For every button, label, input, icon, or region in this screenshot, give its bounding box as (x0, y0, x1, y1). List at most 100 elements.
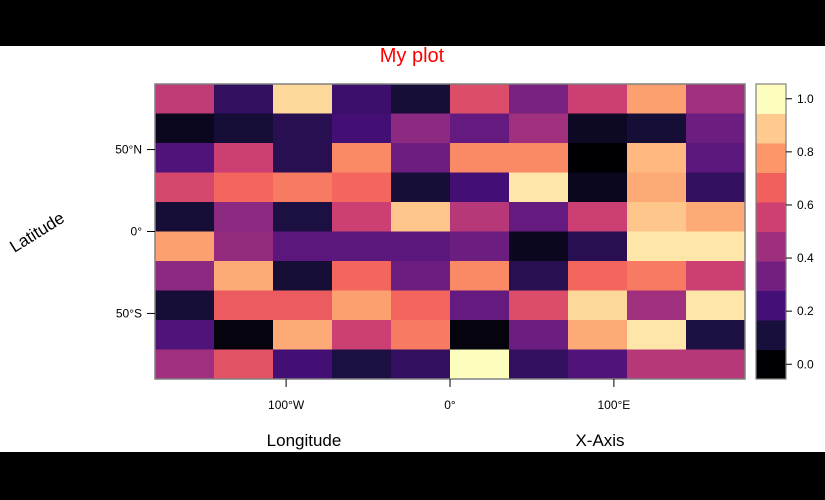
heatmap-cell (391, 84, 451, 114)
heatmap-cell (509, 202, 569, 232)
heatmap-cell (155, 143, 215, 173)
top-letterbox (0, 0, 825, 46)
heatmap-cell (273, 202, 333, 232)
x-tick-label: 100°E (597, 398, 630, 412)
heatmap-cell (686, 320, 746, 350)
heatmap-cell (450, 320, 510, 350)
heatmap-cell (450, 84, 510, 114)
heatmap-cell (155, 113, 215, 144)
y-axis: 50°N 0° 50°S (115, 143, 155, 320)
heatmap-cell (509, 349, 569, 380)
heatmap-cell (450, 349, 510, 380)
heatmap-cell (214, 202, 274, 232)
colorbar-tick-label: 0.2 (797, 304, 814, 318)
heatmap-cell (214, 290, 274, 321)
heatmap-cell (332, 113, 392, 144)
heatmap-cell (391, 202, 451, 232)
heatmap-cell (391, 261, 451, 291)
colorbar-tick-label: 0.8 (797, 145, 814, 159)
y-tick-label: 0° (131, 225, 143, 239)
colorbar-tick-label: 0.6 (797, 198, 814, 212)
heatmap-cell (273, 84, 333, 114)
colorbar-frame (755, 83, 787, 380)
x-axis-label-secondary: X-Axis (575, 431, 624, 450)
colorbar-tick-label: 0.4 (797, 251, 814, 265)
x-axis: 100°W 0° 100°E (268, 379, 630, 412)
heatmap-cell (686, 143, 746, 173)
colorbar-segment (756, 172, 786, 203)
heatmap-cell (568, 172, 628, 203)
heatmap-cell (214, 172, 274, 203)
heatmap-cell (627, 261, 687, 291)
colorbar-tick-label: 0.0 (797, 357, 814, 371)
heatmap-cell (509, 84, 569, 114)
heatmap-cell (568, 261, 628, 291)
y-tick-label: 50°N (115, 143, 142, 157)
colorbar-segment (756, 202, 786, 232)
heatmap-cell (568, 320, 628, 350)
heatmap-cell (155, 84, 215, 114)
heatmap-cell (273, 261, 333, 291)
heatmap-cell (214, 113, 274, 144)
heatmap-cell (509, 231, 569, 262)
x-axis-label: Longitude (267, 431, 342, 450)
heatmap-cell (391, 290, 451, 321)
heatmap-cell (568, 202, 628, 232)
heatmap-cell (332, 84, 392, 114)
heatmap-cell (509, 261, 569, 291)
heatmap-cell (332, 261, 392, 291)
heatmap-cell (155, 172, 215, 203)
heatmap-cell (686, 172, 746, 203)
heatmap-cell (155, 290, 215, 321)
heatmap-cell (391, 231, 451, 262)
x-tick-label: 100°W (268, 398, 305, 412)
heatmap-cell (627, 143, 687, 173)
bottom-letterbox (0, 452, 825, 500)
heatmap-cell (332, 202, 392, 232)
heatmap-cell (391, 320, 451, 350)
heatmap-cell (155, 202, 215, 232)
heatmap-cell (214, 261, 274, 291)
heatmap-cell (627, 349, 687, 380)
heatmap-cell (273, 290, 333, 321)
heatmap-cell (450, 261, 510, 291)
heatmap-cell (332, 143, 392, 173)
colorbar-segment (756, 290, 786, 321)
heatmap-cell (627, 320, 687, 350)
heatmap-cell (273, 113, 333, 144)
heatmap-cell (332, 172, 392, 203)
colorbar-segment (756, 113, 786, 144)
heatmap-cell (214, 143, 274, 173)
colorbar-segment (756, 84, 786, 114)
heatmap-cell (568, 143, 628, 173)
heatmap-cell (509, 290, 569, 321)
heatmap-cell (686, 231, 746, 262)
heatmap-cells (155, 84, 746, 380)
heatmap-cell (273, 320, 333, 350)
heatmap-cell (391, 172, 451, 203)
heatmap-cell (450, 143, 510, 173)
heatmap-cell (627, 113, 687, 144)
heatmap-cell (155, 261, 215, 291)
heatmap-cell (627, 290, 687, 321)
y-axis-label: Latitude (6, 208, 67, 256)
heatmap-cell (273, 349, 333, 380)
colorbar-segment (756, 143, 786, 173)
heatmap-cell (450, 113, 510, 144)
heatmap-cell (627, 202, 687, 232)
heatmap-cell (568, 349, 628, 380)
heatmap-cell (568, 113, 628, 144)
heatmap-cell (509, 143, 569, 173)
heatmap-cell (627, 172, 687, 203)
heatmap-cell (568, 231, 628, 262)
heatmap-cell (332, 290, 392, 321)
heatmap-cell (686, 84, 746, 114)
heatmap-cell (332, 320, 392, 350)
x-tick-label: 0° (444, 398, 456, 412)
heatmap-cell (509, 113, 569, 144)
colorbar-segment (756, 320, 786, 350)
heatmap-cell (332, 231, 392, 262)
heatmap-cell (686, 261, 746, 291)
heatmap-cell (273, 231, 333, 262)
